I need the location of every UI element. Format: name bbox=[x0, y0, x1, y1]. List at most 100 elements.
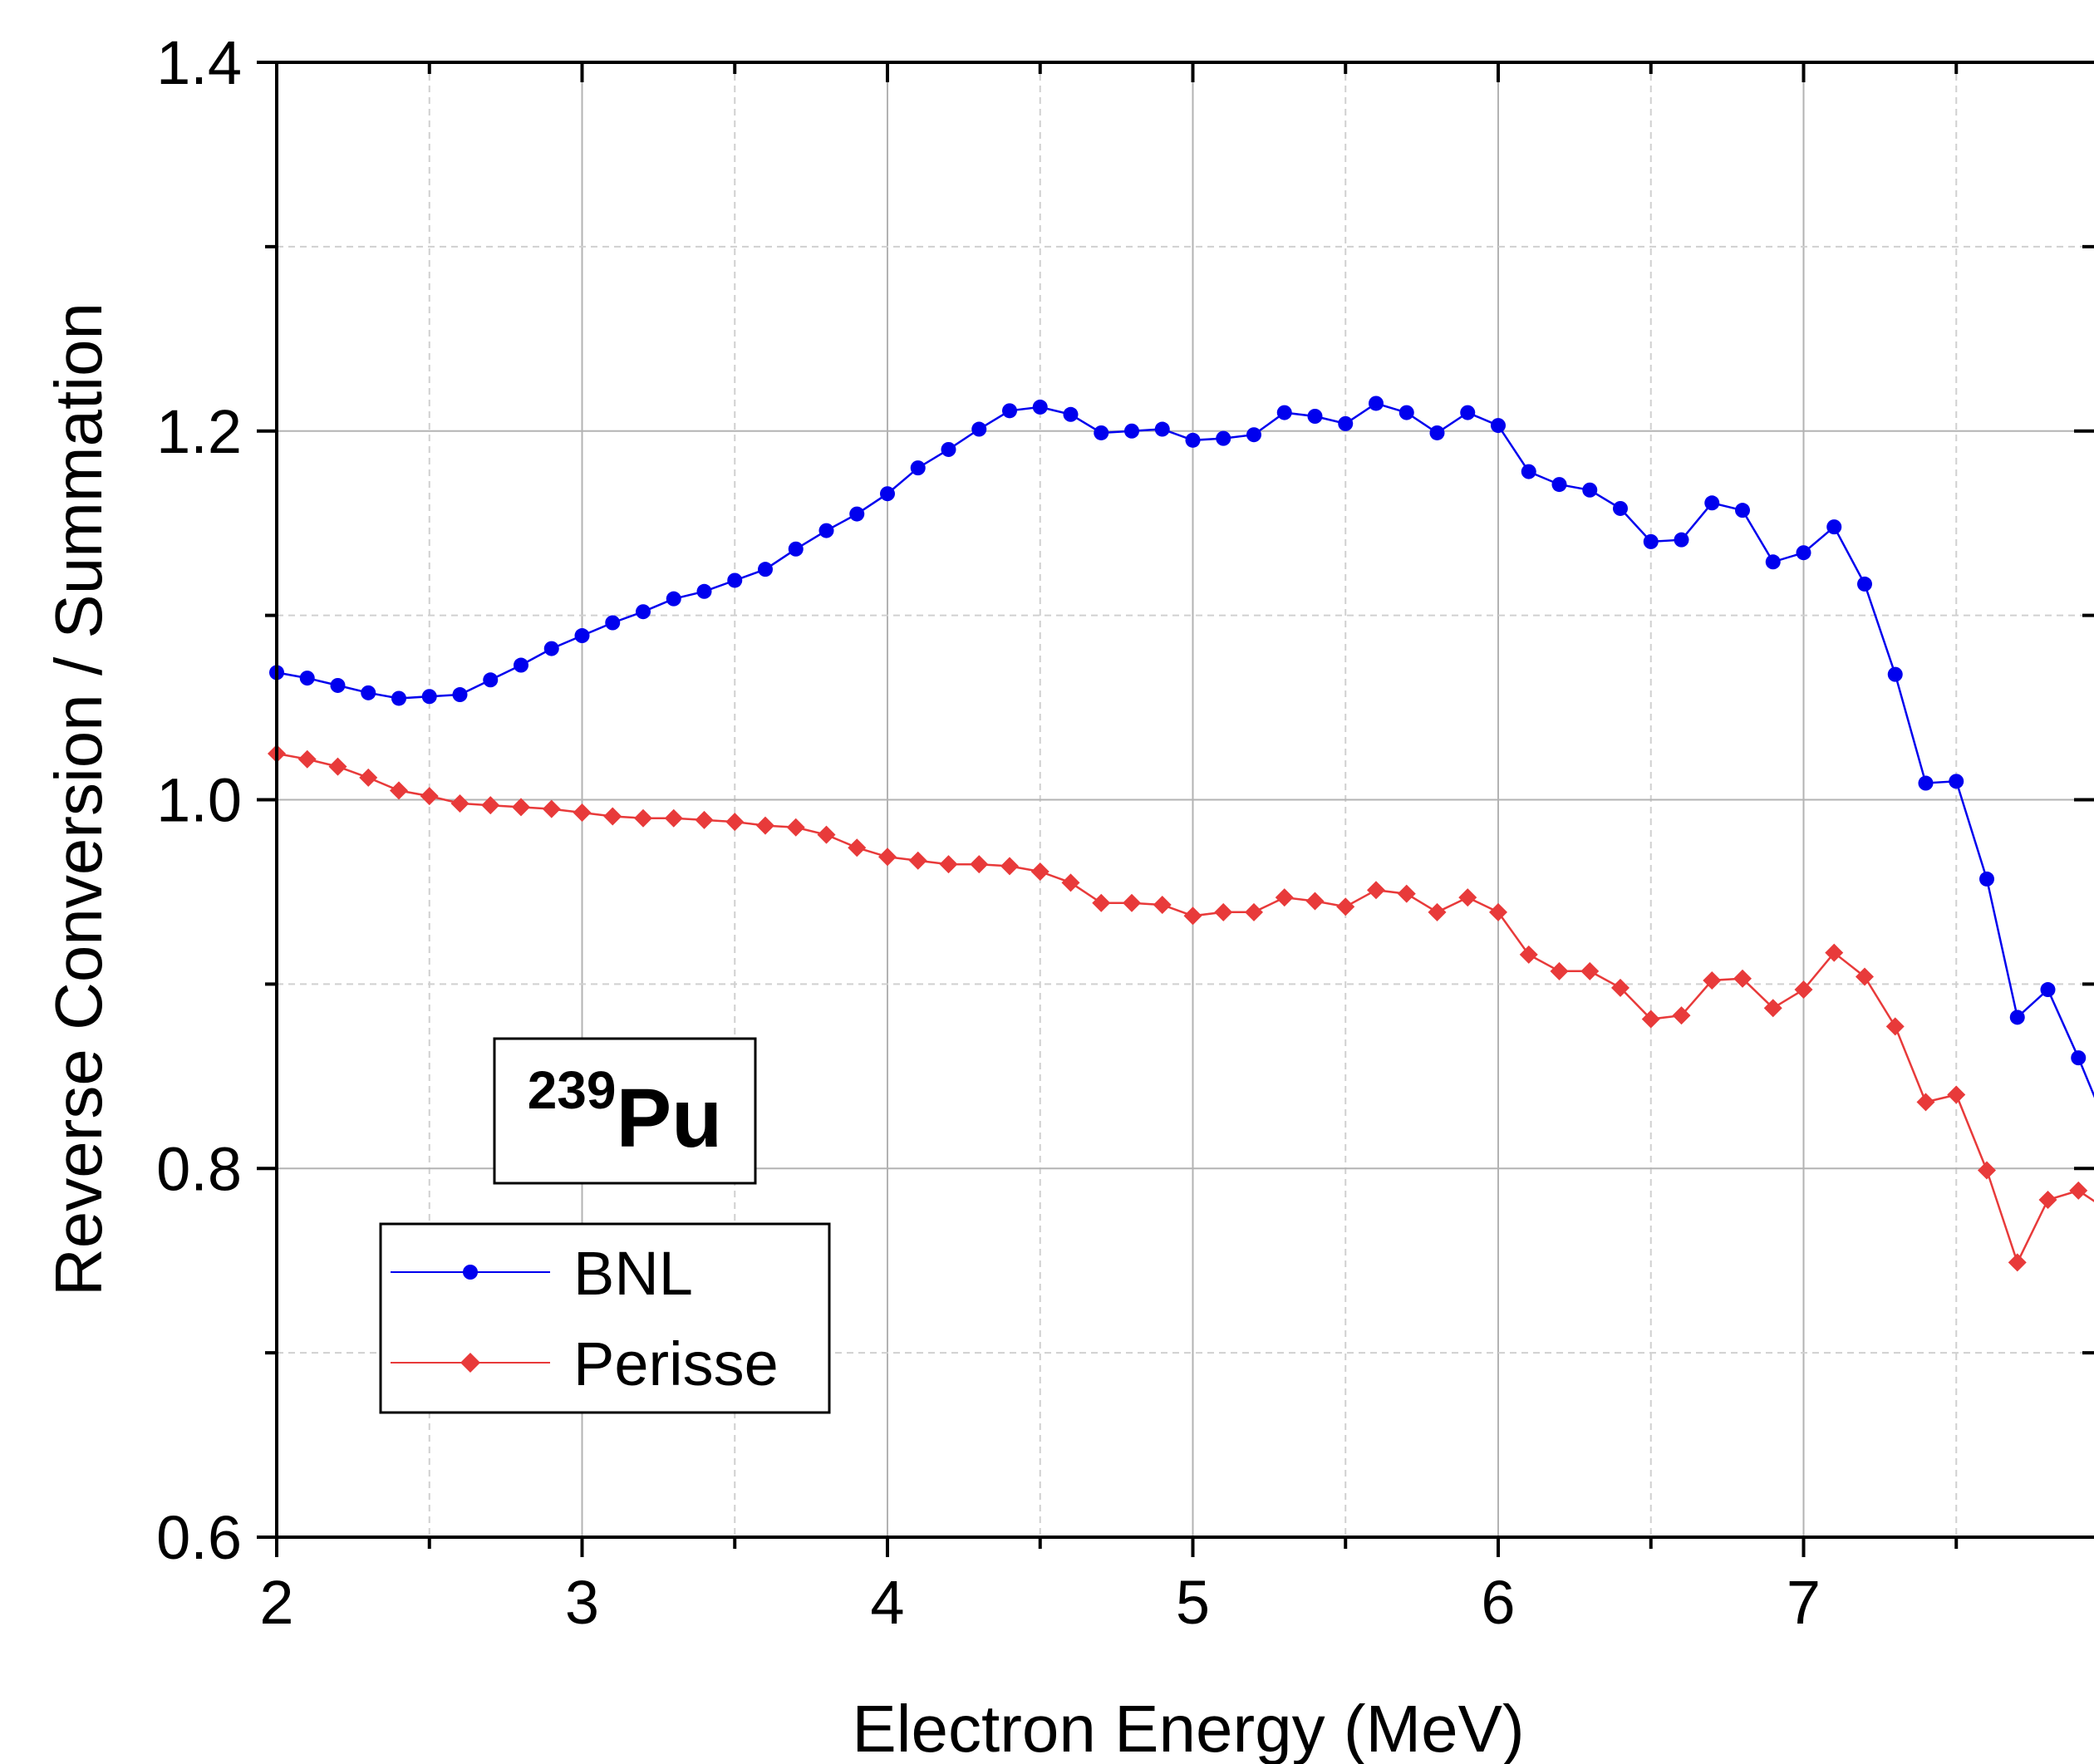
data-point-perisse bbox=[1733, 969, 1752, 988]
data-point-perisse bbox=[481, 796, 500, 815]
data-point-perisse bbox=[1947, 1085, 1966, 1104]
x-tick-label: 3 bbox=[565, 1568, 599, 1637]
data-point-bnl bbox=[421, 689, 437, 705]
data-point-bnl bbox=[1276, 405, 1292, 420]
data-point-bnl bbox=[1094, 425, 1109, 440]
y-tick-label: 0.6 bbox=[156, 1503, 242, 1572]
y-tick-label: 1.2 bbox=[156, 397, 242, 466]
data-point-bnl bbox=[1643, 533, 1659, 549]
data-point-bnl bbox=[1398, 405, 1414, 420]
data-point-bnl bbox=[452, 687, 468, 703]
data-point-perisse bbox=[450, 794, 469, 813]
data-point-bnl bbox=[483, 672, 499, 688]
svg-text:239Pu: 239Pu bbox=[528, 1060, 723, 1165]
data-point-bnl bbox=[971, 421, 987, 437]
legend-label-perisse: Perisse bbox=[573, 1329, 779, 1398]
data-point-perisse bbox=[390, 781, 408, 800]
x-tick-label: 5 bbox=[1176, 1568, 1210, 1637]
data-point-bnl bbox=[1032, 399, 1048, 415]
data-point-bnl bbox=[1124, 423, 1139, 439]
data-point-perisse bbox=[1794, 980, 1813, 1000]
data-point-bnl bbox=[758, 562, 773, 577]
legend-marker-bnl bbox=[463, 1265, 478, 1280]
data-point-perisse bbox=[1030, 862, 1049, 882]
data-point-perisse bbox=[1703, 970, 1722, 990]
y-tick-label: 1.4 bbox=[156, 28, 242, 97]
data-point-bnl bbox=[1704, 495, 1720, 511]
data-point-bnl bbox=[941, 441, 956, 457]
data-point-bnl bbox=[2071, 1050, 2087, 1066]
data-point-perisse bbox=[908, 851, 927, 870]
data-point-perisse bbox=[695, 810, 714, 829]
data-point-bnl bbox=[1857, 576, 1872, 592]
data-point-bnl bbox=[514, 657, 528, 673]
data-point-perisse bbox=[1245, 902, 1263, 921]
data-point-bnl bbox=[1216, 430, 1231, 446]
data-point-perisse bbox=[1153, 895, 1172, 914]
data-point-perisse bbox=[1367, 881, 1385, 900]
data-point-perisse bbox=[2008, 1253, 2027, 1272]
legend: BNL Perisse bbox=[379, 1222, 831, 1414]
data-point-perisse bbox=[1000, 857, 1019, 876]
data-point-perisse bbox=[573, 803, 592, 823]
data-point-perisse bbox=[512, 798, 530, 817]
isotope-mass-number: 239 bbox=[528, 1060, 617, 1120]
data-point-perisse bbox=[1611, 978, 1629, 997]
data-point-bnl bbox=[2009, 1010, 2025, 1025]
data-point-bnl bbox=[1369, 396, 1384, 411]
data-point-bnl bbox=[543, 641, 559, 656]
data-point-bnl bbox=[1063, 406, 1079, 422]
data-point-perisse bbox=[1458, 888, 1477, 907]
data-point-perisse bbox=[756, 816, 774, 835]
data-point-bnl bbox=[849, 506, 865, 522]
data-point-bnl bbox=[727, 572, 743, 588]
data-point-perisse bbox=[1978, 1161, 1996, 1180]
data-point-perisse bbox=[2069, 1181, 2088, 1200]
data-point-perisse bbox=[542, 799, 561, 818]
data-point-perisse bbox=[848, 838, 867, 857]
data-point-perisse bbox=[1580, 961, 1600, 980]
isotope-element: Pu bbox=[616, 1072, 722, 1165]
data-point-perisse bbox=[1489, 902, 1507, 921]
data-point-perisse bbox=[1825, 943, 1844, 962]
data-point-perisse bbox=[786, 818, 805, 837]
data-point-perisse bbox=[1916, 1093, 1935, 1112]
x-tick-label: 6 bbox=[1481, 1568, 1515, 1637]
data-point-perisse bbox=[1763, 999, 1782, 1018]
data-point-perisse bbox=[1061, 873, 1080, 892]
data-point-perisse bbox=[1397, 884, 1416, 903]
legend-box bbox=[379, 1222, 831, 1414]
data-point-bnl bbox=[1521, 464, 1536, 479]
data-point-perisse bbox=[970, 855, 989, 874]
data-point-bnl bbox=[1460, 405, 1476, 420]
data-point-bnl bbox=[391, 690, 406, 706]
data-point-bnl bbox=[605, 615, 621, 631]
axes: 2 3 4 5 6 7 0.6 0.8 1.0 1.2 1.4 bbox=[156, 28, 2094, 1637]
data-point-perisse bbox=[1672, 1006, 1691, 1025]
data-point-perisse bbox=[664, 808, 683, 828]
data-point-perisse bbox=[1641, 1010, 1660, 1029]
data-point-perisse bbox=[1092, 893, 1111, 912]
data-point-bnl bbox=[1979, 871, 1994, 887]
data-point-perisse bbox=[1885, 1017, 1905, 1036]
data-point-bnl bbox=[1796, 545, 1811, 561]
data-point-bnl bbox=[574, 628, 590, 644]
data-point-perisse bbox=[359, 768, 378, 787]
y-axis-title: Reverse Conversion / Summation bbox=[42, 302, 116, 1296]
data-point-perisse bbox=[420, 787, 439, 806]
data-point-perisse bbox=[1305, 892, 1325, 911]
data-point-bnl bbox=[880, 486, 895, 502]
data-point-bnl bbox=[1735, 503, 1750, 518]
data-point-bnl bbox=[1765, 554, 1781, 570]
x-tick-label: 7 bbox=[1787, 1568, 1821, 1637]
x-tick-label: 2 bbox=[259, 1568, 293, 1637]
data-point-perisse bbox=[634, 808, 652, 828]
data-point-bnl bbox=[330, 677, 346, 693]
data-point-perisse bbox=[1275, 888, 1294, 907]
y-tick-label: 0.8 bbox=[156, 1134, 242, 1203]
data-point-perisse bbox=[1183, 907, 1202, 926]
data-point-perisse bbox=[1123, 893, 1141, 912]
data-point-bnl bbox=[1246, 427, 1261, 443]
data-point-perisse bbox=[817, 825, 836, 844]
